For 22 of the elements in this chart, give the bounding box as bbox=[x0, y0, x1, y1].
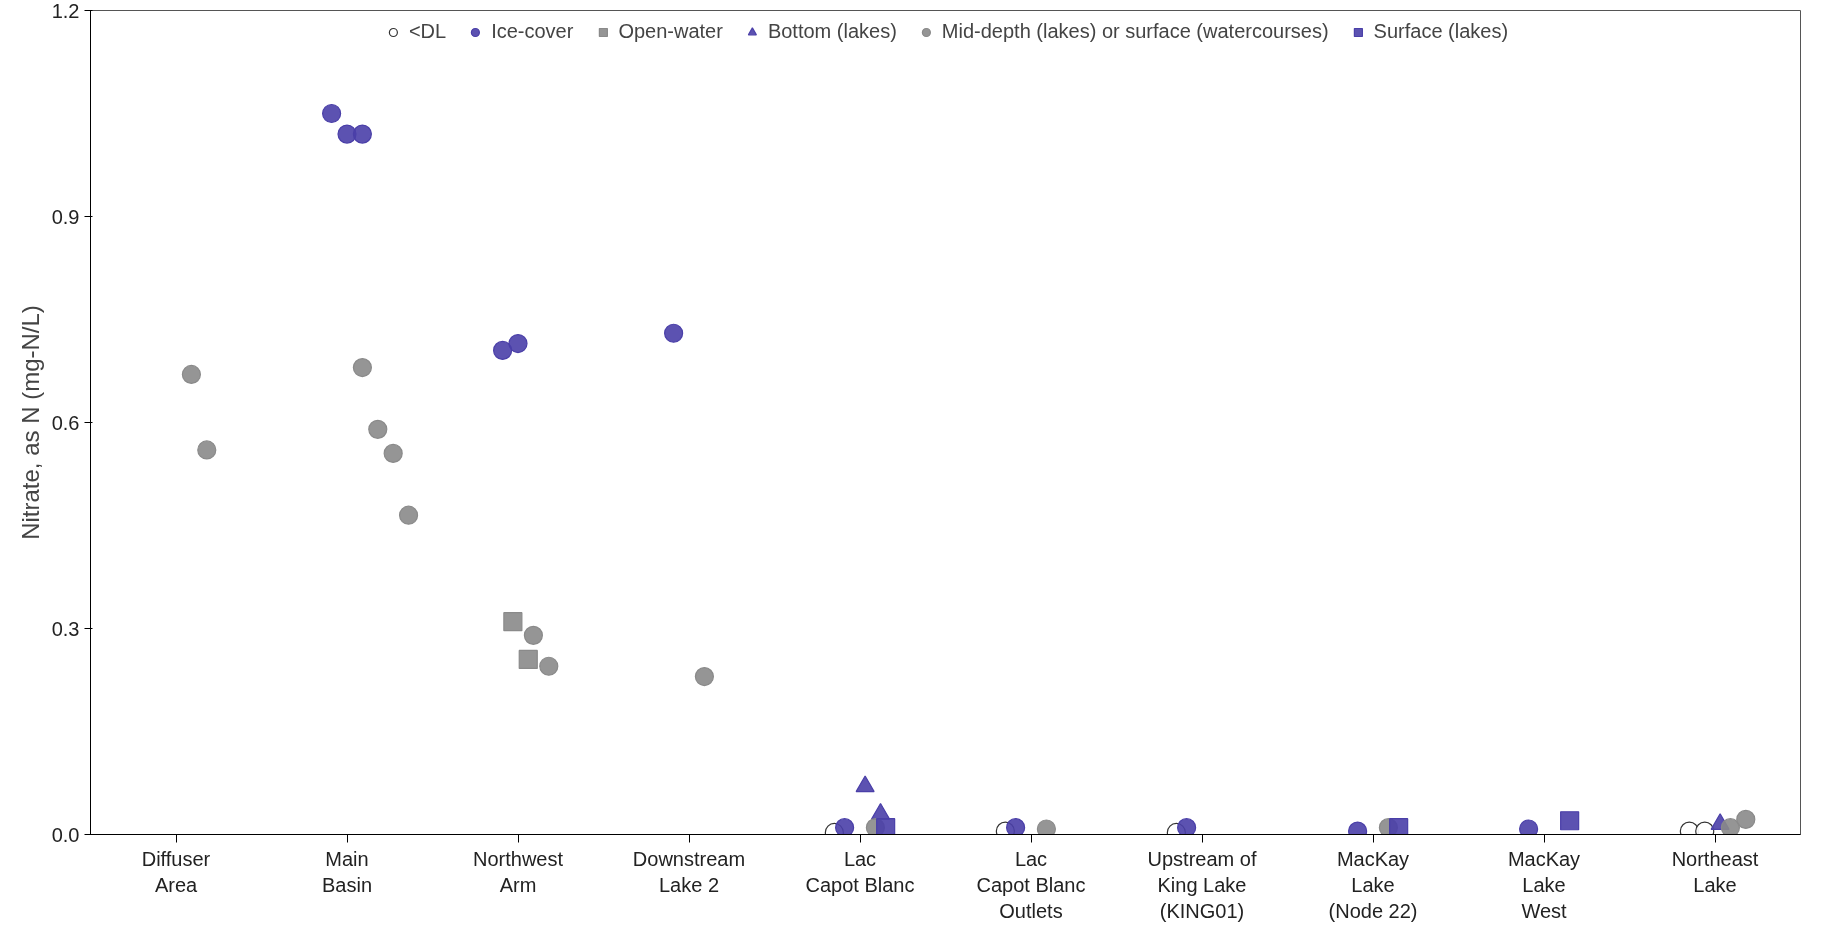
x-tick-label: Upstream of King Lake (KING01) bbox=[1147, 847, 1257, 923]
x-tick-label: Diffuser Area bbox=[141, 847, 211, 896]
x-tick-label: MacKay Lake West bbox=[1507, 847, 1581, 923]
x-tick-label: Northwest Arm bbox=[472, 847, 564, 896]
y-tick-label: 0.6 bbox=[51, 411, 80, 434]
legend-label: <DL bbox=[408, 20, 447, 43]
legend-label: Open-water bbox=[618, 20, 723, 43]
y-tick-label: 0.0 bbox=[51, 823, 80, 846]
x-tick-label: Lac Capot Blanc Outlets bbox=[976, 847, 1086, 923]
legend-label: Mid-depth (lakes) or surface (watercourses) bbox=[941, 20, 1329, 43]
x-tick-label: Downstream Lake 2 bbox=[632, 847, 746, 896]
x-tick-label: Lac Capot Blanc bbox=[805, 847, 915, 896]
y-tick-label: 0.9 bbox=[51, 205, 80, 228]
y-tick-label: 1.2 bbox=[51, 0, 80, 22]
legend-label: Bottom (lakes) bbox=[767, 20, 897, 43]
legend-label: Surface (lakes) bbox=[1373, 20, 1509, 43]
y-axis-title: Nitrate, as N (mg-N/L) bbox=[16, 305, 44, 540]
x-tick-label: MacKay Lake (Node 22) bbox=[1328, 847, 1418, 923]
x-tick-label: Northeast Lake bbox=[1671, 847, 1759, 896]
x-tick-label: Main Basin bbox=[321, 847, 373, 896]
legend-label: Ice-cover bbox=[491, 20, 574, 43]
y-tick-label: 0.3 bbox=[51, 617, 80, 640]
